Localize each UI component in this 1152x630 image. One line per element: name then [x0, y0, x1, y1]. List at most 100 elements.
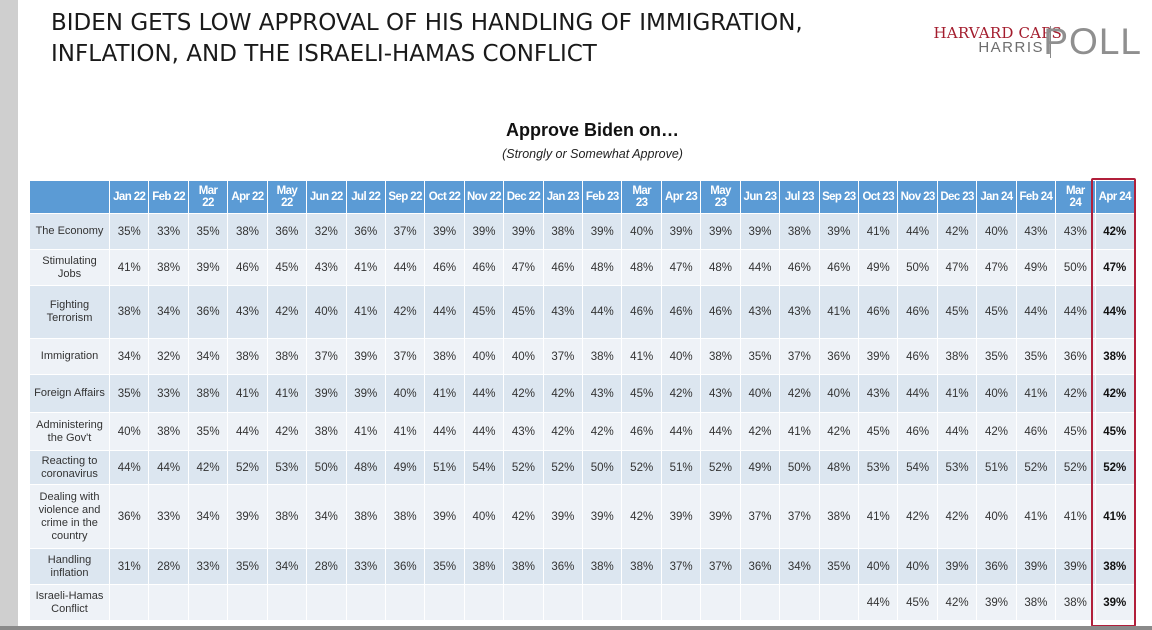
value-cell: 40%: [306, 285, 347, 339]
column-header-text: Jul 22: [351, 191, 381, 203]
column-header-text: Feb 23: [585, 191, 619, 203]
value-cell: 39%: [660, 213, 702, 250]
value-cell: 45%: [897, 584, 938, 621]
value-cell: 35%: [818, 548, 860, 585]
value-cell: 54%: [897, 450, 938, 485]
value-cell: 42%: [660, 374, 702, 413]
value-cell: 42%: [542, 374, 584, 413]
column-header-text: Apr 24: [1098, 191, 1132, 203]
value-cell: 44%: [700, 412, 741, 451]
value-cell: 38%: [384, 484, 426, 549]
value-cell: 45%: [1055, 412, 1096, 451]
column-header-text: Jul 23: [784, 191, 815, 203]
value-cell: 39%: [858, 338, 899, 375]
value-cell: 45%: [936, 285, 978, 339]
value-cell: 48%: [818, 450, 860, 485]
column-header: Nov 23: [897, 180, 938, 214]
value-cell: 44%: [1015, 285, 1057, 339]
value-cell: 49%: [1015, 249, 1057, 286]
value-cell: 39%: [582, 213, 623, 250]
value-cell: [582, 584, 623, 621]
row-label-text: country: [51, 529, 88, 542]
value-cell: 41%: [384, 412, 426, 451]
value-cell: [306, 584, 347, 621]
column-header: Feb 24: [1015, 180, 1057, 214]
value-cell: [424, 584, 465, 621]
value-cell: 46%: [779, 249, 820, 286]
value-cell: 44%: [897, 374, 938, 413]
value-cell: 38%: [779, 213, 820, 250]
value-cell: 43%: [1015, 213, 1057, 250]
value-cell: 34%: [779, 548, 820, 585]
value-cell: 40%: [384, 374, 426, 413]
column-header: Nov 22: [463, 180, 505, 214]
value-cell: 44%: [739, 249, 781, 286]
value-cell: 45%: [621, 374, 662, 413]
column-header-text: Jun 23: [743, 191, 777, 203]
value-cell: 36%: [384, 548, 426, 585]
table-row: Fighting Terrorism 38% 34% 36% 43% 42% 40% 41% 42…: [29, 285, 1136, 339]
value-cell: 41%: [858, 484, 899, 549]
column-header-text: Mar: [1066, 185, 1085, 197]
value-cell: 36%: [187, 285, 229, 339]
value-cell: 46%: [424, 249, 465, 286]
column-header: Jun 22: [306, 180, 347, 214]
value-cell: [187, 584, 229, 621]
value-cell: 38%: [148, 412, 189, 451]
value-cell: 35%: [187, 213, 229, 250]
value-cell: [227, 584, 268, 621]
value-cell: [542, 584, 584, 621]
value-cell: 38%: [148, 249, 189, 286]
value-cell: 38%: [227, 213, 268, 250]
value-cell: 39%: [1015, 548, 1057, 585]
value-cell: 35%: [227, 548, 268, 585]
column-header-text: Feb 24: [1019, 191, 1053, 203]
value-cell: 44%: [858, 584, 899, 621]
value-cell: 52%: [1055, 450, 1096, 485]
value-cell: [779, 584, 820, 621]
value-cell: 33%: [148, 484, 189, 549]
value-cell: 38%: [187, 374, 229, 413]
row-label-text: Reacting to: [41, 454, 98, 467]
column-header: Jun 23: [739, 180, 781, 214]
value-cell: 46%: [897, 338, 938, 375]
column-header: Jul 23: [779, 180, 820, 214]
value-cell: 41%: [621, 338, 662, 375]
column-header: Oct 23: [858, 180, 899, 214]
value-cell: 43%: [503, 412, 544, 451]
value-cell: 44%: [897, 213, 938, 250]
row-label: Dealing with violence and crime in the coun…: [29, 484, 110, 549]
page-title-line-1: BIDEN GETS LOW APPROVAL OF HIS HANDLING …: [51, 10, 803, 36]
latest-value-cell: 38%: [1094, 338, 1136, 375]
row-label: Handling inflation: [29, 548, 110, 585]
row-label-text: crime in the: [41, 516, 98, 529]
value-cell: 41%: [108, 249, 150, 286]
value-cell: 38%: [582, 548, 623, 585]
row-label-text: the Gov't: [47, 431, 92, 444]
value-cell: 36%: [818, 338, 860, 375]
value-cell: 52%: [503, 450, 544, 485]
value-cell: 46%: [1015, 412, 1057, 451]
value-cell: 45%: [976, 285, 1017, 339]
value-cell: 41%: [345, 249, 386, 286]
value-cell: 31%: [108, 548, 150, 585]
value-cell: 37%: [779, 484, 820, 549]
value-cell: 40%: [503, 338, 544, 375]
value-cell: 39%: [660, 484, 702, 549]
value-cell: 41%: [266, 374, 308, 413]
row-label-text: Stimulating: [42, 254, 97, 267]
value-cell: 36%: [976, 548, 1017, 585]
value-cell: 38%: [1015, 584, 1057, 621]
value-cell: 53%: [936, 450, 978, 485]
column-header: Feb 22: [148, 180, 189, 214]
value-cell: [148, 584, 189, 621]
value-cell: 39%: [503, 213, 544, 250]
value-cell: 40%: [108, 412, 150, 451]
row-label-text: Jobs: [57, 267, 82, 280]
value-cell: 52%: [1015, 450, 1057, 485]
value-cell: 38%: [424, 338, 465, 375]
value-cell: 42%: [187, 450, 229, 485]
row-label-text: coronavirus: [41, 467, 98, 480]
value-cell: 39%: [345, 374, 386, 413]
latest-value-cell: 47%: [1094, 249, 1136, 286]
